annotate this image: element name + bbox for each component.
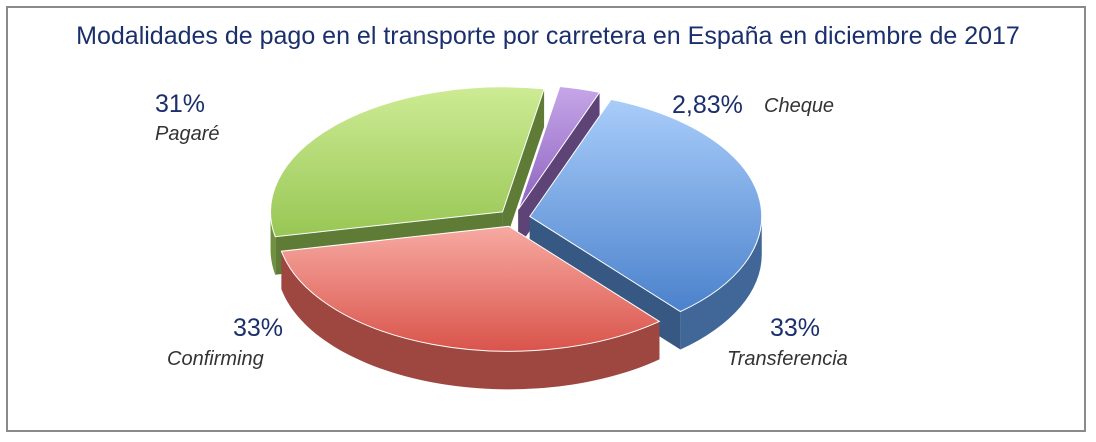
- slice-pagare: [270, 86, 545, 238]
- label-transferencia-name: Transferencia: [727, 348, 848, 370]
- slice-transferencia-side: [680, 216, 762, 350]
- slice-pagare-wall: [502, 88, 545, 250]
- label-confirming-value: 33%: [233, 314, 283, 342]
- label-pagare-name: Pagaré: [155, 123, 220, 145]
- slice-confirming-side: [281, 251, 660, 390]
- label-confirming-name: Confirming: [167, 348, 264, 370]
- slice-cheque: [517, 85, 601, 210]
- chart-title: Modalidades de pago en el transporte por…: [76, 22, 1020, 50]
- slice-transferencia: [529, 98, 763, 313]
- label-pagare-value: 31%: [155, 90, 205, 118]
- slice-pagare-side: [270, 211, 276, 275]
- label-transferencia-value: 33%: [770, 314, 820, 342]
- label-cheque-value: 2,83%: [672, 91, 743, 119]
- slice-confirming: [280, 225, 661, 352]
- label-cheque-name: Cheque: [764, 95, 834, 117]
